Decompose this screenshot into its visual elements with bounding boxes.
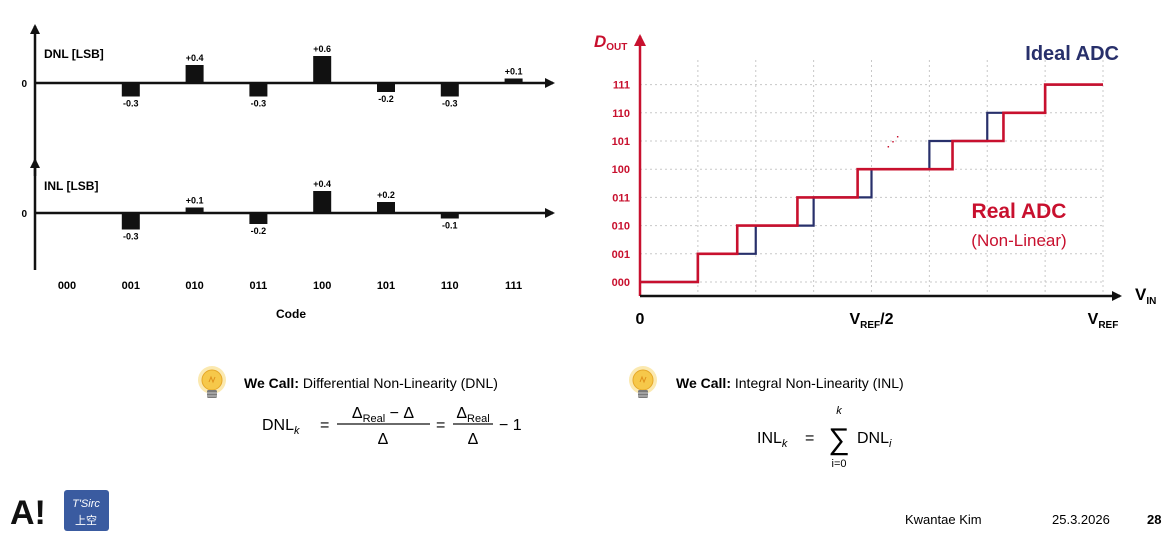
legend-ideal-adc: Ideal ADC [1025,43,1119,65]
inl-value-label: -0.3 [123,232,139,242]
svg-text:=: = [320,417,329,434]
dnl-value-label: -0.3 [251,99,267,109]
adc-y-tick-label: 011 [612,192,630,204]
svg-text:k: k [836,405,842,417]
footer: A! T'Sirc 上空 Kwantae Kim 25.3.2026 28 [10,490,1161,532]
svg-text:ΔReal − Δ: ΔReal − Δ [352,405,415,425]
inl-value-label: +0.1 [186,196,204,206]
code-tick-label: 111 [505,280,522,292]
presentation-date: 25.3.2026 [1052,512,1110,527]
svg-text:Δ: Δ [468,431,479,448]
inl-bar-001 [121,213,140,230]
inl-value-label: +0.2 [377,190,395,200]
dnl-bar-100 [313,56,332,83]
legend-real-adc: Real ADC [972,200,1067,223]
inl-callout: We Call: Integral Non-Linearity (INL) IN… [629,366,904,470]
adc-y-axis-label: DOUT [594,32,627,53]
svg-text:ΔReal: ΔReal [456,405,489,425]
code-tick-label: 110 [441,280,459,292]
adc-y-tick-label: 010 [612,221,630,233]
adc-y-axis-arrow [634,34,646,46]
adc-x-tick-label: VREF [1088,311,1119,331]
inl-value-label: -0.1 [442,221,458,231]
dnl-callout: We Call: Differential Non-Linearity (DNL… [198,366,522,448]
dnl-bar-010 [185,65,204,83]
page-number: 28 [1147,512,1161,527]
ideal-adc-staircase [640,83,1103,284]
aalto-logo: A! [10,494,46,532]
svg-text:T'Sirc: T'Sirc [72,498,100,510]
dnl-formula: DNLk = ΔReal − Δ Δ = ΔReal Δ − 1 [262,405,522,448]
dnl-value-label: -0.2 [378,94,394,104]
inl-bar-110 [440,213,459,219]
dnl-callout-text: We Call: Differential Non-Linearity (DNL… [244,375,498,391]
svg-text:上空: 上空 [75,513,97,527]
inl-formula: INLk = ∑ k i=0 DNLi [757,405,892,470]
dnl-zero-label: 0 [21,79,27,90]
inl-bar-101 [377,202,395,213]
svg-text:=: = [436,417,445,434]
code-axis-label: Code [276,307,306,321]
dnl-bar-001 [121,83,140,97]
inl-y-axis-label: INL [LSB] [44,179,98,193]
inl-bar-011 [249,213,268,224]
inl-callout-text: We Call: Integral Non-Linearity (INL) [676,375,904,391]
adc-y-tick-label: 001 [612,249,630,261]
svg-text:DNLi: DNLi [857,430,892,450]
adc-y-tick-label: 000 [612,277,630,289]
code-tick-label: 001 [122,280,140,292]
ellipsis-marker: ⋰ [886,133,900,149]
svg-text:=: = [805,430,814,447]
dnl-value-label: -0.3 [442,99,458,109]
code-tick-label: 100 [313,280,331,292]
code-tick-label: 000 [58,280,76,292]
svg-text:i=0: i=0 [832,458,847,470]
svg-text:Δ: Δ [378,431,389,448]
legend-real-adc-subtitle: (Non-Linear) [971,231,1066,250]
adc-y-tick-label: 101 [612,136,630,148]
inl-bar-chart: INL [LSB] 0 -0.3 +0.1 -0.2 +0.4 +0.2 -0.1 000… [21,158,555,321]
inl-bar-010 [185,207,204,213]
code-tick-label: 101 [377,280,395,292]
lightbulb-icon [198,366,226,398]
dnl-value-label: +0.6 [313,44,331,54]
lightbulb-icon [629,366,657,398]
code-tick-label: 010 [185,280,203,292]
author-name: Kwantae Kim [905,512,982,527]
adc-transfer-chart: DOUT VIN 000 001 010 011 100 101 110 111 0 VREF/… [594,32,1156,331]
inl-zero-label: 0 [21,209,27,220]
dnl-bar-chart: DNL [LSB] 0 -0.3 +0.4 -0.3 +0.6 -0.2 -0.3 +0.1 [21,24,555,176]
svg-text:DNLk: DNLk [262,417,300,437]
dnl-bar-011 [249,83,268,97]
dnl-bar-110 [440,83,459,97]
svg-text:∑: ∑ [828,423,849,456]
svg-text:INLk: INLk [757,430,788,450]
adc-x-axis-label: VIN [1135,285,1156,307]
svg-text:− 1: − 1 [499,417,522,434]
dnl-value-label: +0.1 [505,67,523,77]
real-adc-staircase [640,83,1103,284]
adc-x-tick-label: VREF/2 [849,311,893,331]
adc-y-tick-label: 100 [612,164,630,176]
dnl-y-axis-label: DNL [LSB] [44,47,104,61]
dnl-value-label: +0.4 [186,53,204,63]
dnl-bar-111 [504,78,523,83]
dnl-bar-101 [377,83,395,92]
adc-x-tick-label: 0 [636,311,645,328]
inl-bar-100 [313,191,332,213]
inl-value-label: -0.2 [251,226,267,236]
dnl-value-label: -0.3 [123,99,139,109]
tsirc-logo: T'Sirc 上空 [64,490,109,531]
adc-y-tick-label: 110 [612,108,630,120]
inl-value-label: +0.4 [313,179,331,189]
adc-y-tick-label: 111 [613,80,630,92]
code-tick-label: 011 [250,280,268,292]
